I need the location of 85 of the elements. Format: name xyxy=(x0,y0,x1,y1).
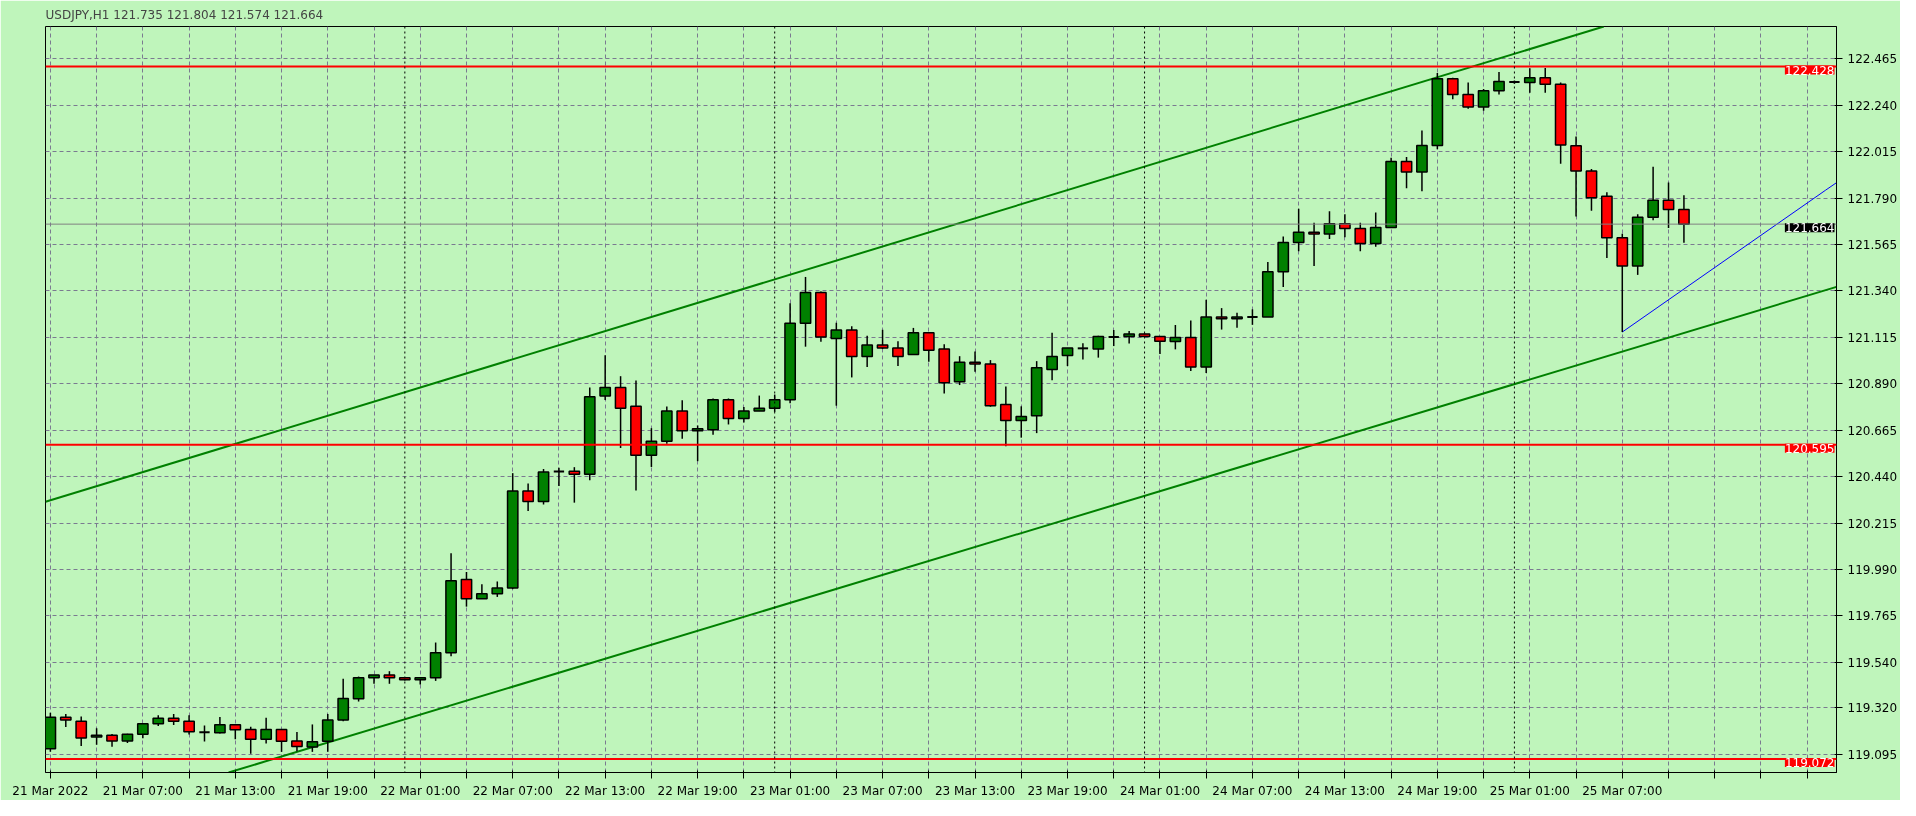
candlestick xyxy=(1076,342,1090,361)
candlestick xyxy=(1662,181,1675,229)
x-tick-label: 24 Mar 01:00 xyxy=(1119,783,1201,798)
candlestick xyxy=(969,350,981,373)
x-tick-label: 22 Mar 01:00 xyxy=(380,783,461,798)
y-tick-label: 119.765 xyxy=(1847,609,1898,624)
y-tick-label: 121.115 xyxy=(1847,330,1898,345)
candlestick xyxy=(830,322,843,407)
candlestick xyxy=(183,714,195,736)
candlestick xyxy=(352,675,365,703)
candlestick xyxy=(676,399,689,440)
candlestick xyxy=(244,725,257,755)
candlestick xyxy=(552,467,566,487)
candlestick xyxy=(1169,324,1182,351)
x-tick-label: 21 Mar 2022 xyxy=(12,783,89,798)
candlestick xyxy=(1477,88,1490,112)
candlestick xyxy=(1061,347,1074,367)
x-tick-label: 24 Mar 07:00 xyxy=(1212,783,1293,798)
y-tick-label: 119.540 xyxy=(1847,655,1898,670)
candlestick xyxy=(75,715,88,747)
candlestick xyxy=(1292,207,1305,253)
y-tick-label: 121.340 xyxy=(1847,284,1898,299)
y-tick-label: 122.015 xyxy=(1847,145,1898,160)
y-tick-label: 120.665 xyxy=(1847,423,1898,438)
candlestick xyxy=(953,355,966,386)
candlestick xyxy=(306,723,319,753)
candlestick xyxy=(876,329,889,350)
candlestick xyxy=(1462,81,1475,110)
y-tick-label: 119.320 xyxy=(1847,701,1898,716)
x-tick-label: 23 Mar 19:00 xyxy=(1027,783,1108,798)
y-tick-label: 121.790 xyxy=(1847,191,1898,206)
y-tick-label: 119.990 xyxy=(1847,563,1898,577)
x-tick-label: 21 Mar 13:00 xyxy=(195,783,276,798)
x-tick-label: 25 Mar 01:00 xyxy=(1489,783,1570,798)
candlestick xyxy=(645,427,658,468)
candlestick xyxy=(275,728,288,753)
candlestick xyxy=(907,327,920,356)
candlestick xyxy=(1647,166,1660,221)
candlestick xyxy=(922,332,935,363)
candlestick xyxy=(1046,332,1058,382)
candlestick xyxy=(1154,335,1166,355)
candlestick xyxy=(861,335,874,368)
candlestick xyxy=(1369,211,1382,248)
candlestick xyxy=(1400,156,1413,189)
candlestick xyxy=(691,424,704,462)
x-tick-label: 23 Mar 13:00 xyxy=(934,783,1016,798)
candlestick xyxy=(1015,405,1028,439)
x-tick-label: 23 Mar 07:00 xyxy=(842,783,923,798)
candlestick xyxy=(291,731,303,752)
ref-line-label: 120.595 xyxy=(1784,441,1835,456)
candlestick xyxy=(1493,71,1505,96)
candlestick xyxy=(1123,330,1136,345)
ref-line-label: 119.072 xyxy=(1784,755,1835,770)
y-tick-label: 120.215 xyxy=(1847,516,1898,531)
candlestick xyxy=(522,482,535,512)
x-tick-label: 22 Mar 07:00 xyxy=(472,783,553,798)
candlestick xyxy=(260,717,273,745)
ref-line-label: 122.428 xyxy=(1784,63,1835,78)
y-tick-label: 120.440 xyxy=(1847,470,1898,485)
candlestick xyxy=(1215,307,1228,331)
candlestick xyxy=(568,466,581,504)
y-tick-label: 119.095 xyxy=(1847,747,1898,762)
candlestick xyxy=(321,713,334,753)
candlestick xyxy=(599,354,612,401)
y-tick-label: 120.890 xyxy=(1847,377,1898,392)
ref-line-label: 121.664 xyxy=(1784,221,1835,236)
x-tick-label: 21 Mar 19:00 xyxy=(287,783,368,798)
x-tick-label: 21 Mar 07:00 xyxy=(102,783,183,798)
candlestick xyxy=(892,340,904,367)
y-tick-label: 122.240 xyxy=(1847,98,1898,113)
x-tick-label: 22 Mar 13:00 xyxy=(565,783,646,798)
y-tick-label: 122.465 xyxy=(1847,52,1898,67)
candlestick xyxy=(337,677,350,723)
x-tick-label: 25 Mar 07:00 xyxy=(1582,783,1663,798)
x-tick-label: 24 Mar 13:00 xyxy=(1304,783,1385,798)
y-tick-label: 121.565 xyxy=(1847,238,1898,253)
candlestick xyxy=(1523,67,1536,94)
x-tick-label: 24 Mar 19:00 xyxy=(1397,783,1478,798)
candlestick xyxy=(722,397,735,426)
chart-title: USDJPY,H1 121.735 121.804 121.574 121.664 xyxy=(45,7,324,22)
candlestick xyxy=(460,571,473,608)
candlestick xyxy=(414,677,427,686)
candlestick xyxy=(1231,312,1243,329)
x-tick-label: 23 Mar 01:00 xyxy=(750,783,831,798)
x-tick-label: 22 Mar 19:00 xyxy=(657,783,738,798)
